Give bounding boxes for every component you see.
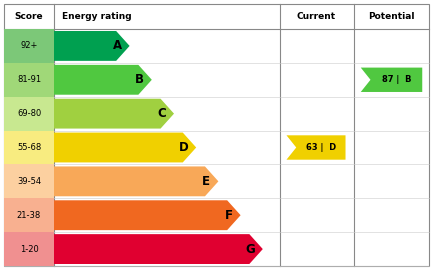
Text: E: E bbox=[202, 175, 210, 188]
Text: 69-80: 69-80 bbox=[17, 109, 41, 118]
Bar bbox=[4, 29, 54, 63]
Bar bbox=[4, 63, 54, 97]
Polygon shape bbox=[54, 200, 241, 230]
Text: Energy rating: Energy rating bbox=[62, 12, 132, 21]
Text: 1-20: 1-20 bbox=[19, 245, 39, 254]
Text: 81-91: 81-91 bbox=[17, 75, 41, 84]
Text: B: B bbox=[135, 73, 144, 86]
Bar bbox=[4, 198, 54, 232]
Polygon shape bbox=[361, 68, 422, 92]
Text: Potential: Potential bbox=[368, 12, 415, 21]
Text: A: A bbox=[113, 39, 122, 52]
Bar bbox=[4, 97, 54, 131]
Polygon shape bbox=[54, 133, 196, 163]
Polygon shape bbox=[54, 166, 218, 196]
Bar bbox=[4, 232, 54, 266]
Text: Current: Current bbox=[297, 12, 336, 21]
Text: Score: Score bbox=[15, 12, 43, 21]
Polygon shape bbox=[54, 234, 263, 264]
Text: 92+: 92+ bbox=[20, 41, 38, 50]
Polygon shape bbox=[54, 99, 174, 129]
Polygon shape bbox=[287, 135, 346, 160]
Text: G: G bbox=[246, 242, 255, 256]
Bar bbox=[4, 131, 54, 164]
Text: 87 |  B: 87 | B bbox=[381, 75, 411, 84]
Text: C: C bbox=[158, 107, 166, 120]
Text: 63 |  D: 63 | D bbox=[306, 143, 336, 152]
Text: F: F bbox=[224, 209, 233, 222]
Text: 39-54: 39-54 bbox=[17, 177, 41, 186]
Text: D: D bbox=[179, 141, 189, 154]
Polygon shape bbox=[54, 31, 129, 61]
Text: 55-68: 55-68 bbox=[17, 143, 41, 152]
Bar bbox=[4, 164, 54, 198]
Polygon shape bbox=[54, 65, 152, 95]
Text: 21-38: 21-38 bbox=[17, 211, 41, 220]
